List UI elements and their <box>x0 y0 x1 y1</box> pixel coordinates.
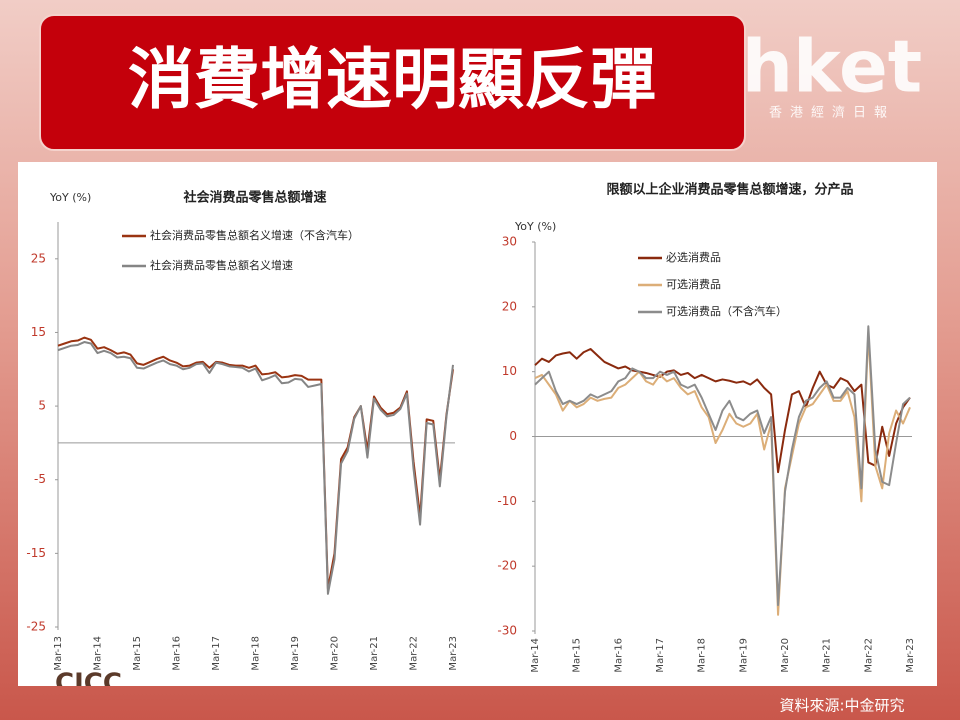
logo-subtitle: 香港經濟日報 <box>769 105 895 121</box>
x-tick-label: Mar-18 <box>697 638 708 673</box>
x-tick-label: Mar-21 <box>822 638 833 673</box>
x-tick-label: Mar-18 <box>251 636 262 671</box>
y-tick-label: 25 <box>31 251 46 265</box>
y-tick-label: 5 <box>38 399 46 413</box>
x-tick-label: Mar-17 <box>211 636 222 671</box>
y-tick-label: -30 <box>497 624 517 638</box>
series-line <box>534 331 911 616</box>
y-tick-label: 0 <box>509 429 517 443</box>
x-tick-label: Mar-14 <box>93 636 104 671</box>
x-tick-label: Mar-19 <box>738 638 749 673</box>
y-tick-label: 30 <box>502 235 517 249</box>
x-tick-label: Mar-20 <box>330 636 341 671</box>
legend-label: 可选消费品 <box>666 277 721 291</box>
y-tick-label: -15 <box>26 546 46 560</box>
x-tick-label: Mar-22 <box>863 638 874 673</box>
y-tick-label: 10 <box>502 364 517 378</box>
x-tick-label: Mar-22 <box>409 636 420 671</box>
y-tick-label: 15 <box>31 325 46 339</box>
watermark: CICC <box>55 669 122 699</box>
y-tick-label: -10 <box>497 494 517 508</box>
legend-label: 可选消费品（不含汽车） <box>666 304 787 318</box>
series-line <box>57 336 454 590</box>
legend-label: 社会消费品零售总额名义增速 <box>150 258 293 272</box>
y-tick-label: 20 <box>502 299 517 313</box>
source: 資料來源:中金研究 <box>779 697 904 715</box>
chart-panel <box>18 162 937 686</box>
legend-label: 社会消费品零售总额名义增速（不含汽车） <box>150 228 359 242</box>
x-tick-label: Mar-19 <box>290 636 301 671</box>
series-line <box>57 341 454 595</box>
title-box <box>39 14 746 151</box>
x-tick-label: Mar-16 <box>613 638 624 673</box>
x-tick-label: Mar-21 <box>369 636 380 671</box>
x-tick-label: Mar-15 <box>572 638 583 673</box>
x-tick-label: Mar-13 <box>53 636 64 671</box>
series-line <box>534 347 911 474</box>
y-axis-label: YoY (%) <box>49 191 91 204</box>
x-tick-label: Mar-14 <box>530 638 541 673</box>
y-tick-label: -25 <box>26 620 46 634</box>
x-tick-label: Mar-20 <box>780 638 791 673</box>
x-tick-label: Mar-23 <box>905 638 916 673</box>
y-axis-label: YoY (%) <box>514 220 556 233</box>
logo: hket <box>742 25 922 109</box>
legend-label: 必选消费品 <box>666 250 721 264</box>
x-tick-label: Mar-16 <box>172 636 183 671</box>
x-tick-label: Mar-17 <box>655 638 666 673</box>
x-tick-label: Mar-15 <box>132 636 143 671</box>
series-line <box>534 325 911 607</box>
headline: 消費增速明顯反彈 <box>128 41 656 118</box>
y-tick-label: -20 <box>497 559 517 573</box>
chart-title: 社会消费品零售总额增速 <box>182 190 326 206</box>
chart-title: 限额以上企业消费品零售总额增速，分产品 <box>606 182 853 198</box>
x-tick-label: Mar-23 <box>448 636 459 671</box>
y-tick-label: -5 <box>34 472 46 486</box>
